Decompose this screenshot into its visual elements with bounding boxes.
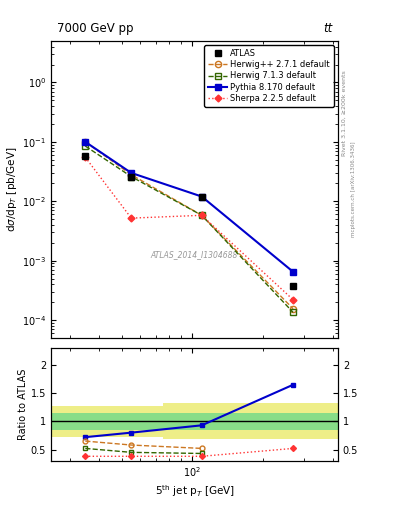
Pythia 8.170 default bbox=[129, 170, 134, 176]
ATLAS bbox=[199, 194, 204, 200]
Line: Pythia 8.170 default: Pythia 8.170 default bbox=[82, 139, 296, 275]
Text: Rivet 3.1.10, ≥200k events: Rivet 3.1.10, ≥200k events bbox=[342, 70, 346, 156]
ATLAS bbox=[129, 174, 134, 180]
Line: Herwig++ 2.7.1 default: Herwig++ 2.7.1 default bbox=[82, 139, 296, 312]
Line: Sherpa 2.2.5 default: Sherpa 2.2.5 default bbox=[83, 155, 296, 302]
Herwig++ 2.7.1 default bbox=[199, 212, 204, 219]
Sherpa 2.2.5 default bbox=[199, 212, 204, 219]
Pythia 8.170 default bbox=[199, 194, 204, 200]
Y-axis label: Ratio to ATLAS: Ratio to ATLAS bbox=[18, 369, 28, 440]
Sherpa 2.2.5 default bbox=[291, 296, 296, 303]
Line: Herwig 7.1.3 default: Herwig 7.1.3 default bbox=[82, 143, 296, 315]
Herwig 7.1.3 default bbox=[291, 309, 296, 315]
Text: Jet p$_T$ (p$_T^{\rm jet}$>25 GeV): Jet p$_T$ (p$_T^{\rm jet}$>25 GeV) bbox=[225, 50, 329, 68]
Herwig 7.1.3 default bbox=[199, 212, 204, 219]
Text: mcplots.cern.ch [arXiv:1306.3436]: mcplots.cern.ch [arXiv:1306.3436] bbox=[351, 142, 356, 237]
Text: 7000 GeV pp: 7000 GeV pp bbox=[57, 22, 133, 35]
Sherpa 2.2.5 default bbox=[83, 154, 88, 160]
Y-axis label: d$\sigma$/dp$_T$ [pb/GeV]: d$\sigma$/dp$_T$ [pb/GeV] bbox=[5, 147, 19, 232]
Herwig++ 2.7.1 default bbox=[291, 306, 296, 312]
Herwig++ 2.7.1 default bbox=[129, 172, 134, 178]
X-axis label: 5$^{\rm th}$ jet p$_T$ [GeV]: 5$^{\rm th}$ jet p$_T$ [GeV] bbox=[154, 484, 235, 499]
ATLAS bbox=[83, 153, 88, 159]
ATLAS bbox=[291, 283, 296, 289]
Pythia 8.170 default bbox=[83, 139, 88, 145]
Text: tt: tt bbox=[323, 22, 332, 35]
Pythia 8.170 default bbox=[291, 269, 296, 275]
Sherpa 2.2.5 default bbox=[129, 215, 134, 221]
Herwig 7.1.3 default bbox=[83, 143, 88, 149]
Text: ATLAS_2014_I1304688: ATLAS_2014_I1304688 bbox=[151, 250, 238, 259]
Line: ATLAS: ATLAS bbox=[82, 153, 297, 289]
Herwig++ 2.7.1 default bbox=[83, 139, 88, 145]
Legend: ATLAS, Herwig++ 2.7.1 default, Herwig 7.1.3 default, Pythia 8.170 default, Sherp: ATLAS, Herwig++ 2.7.1 default, Herwig 7.… bbox=[204, 45, 334, 107]
Herwig 7.1.3 default bbox=[129, 174, 134, 180]
